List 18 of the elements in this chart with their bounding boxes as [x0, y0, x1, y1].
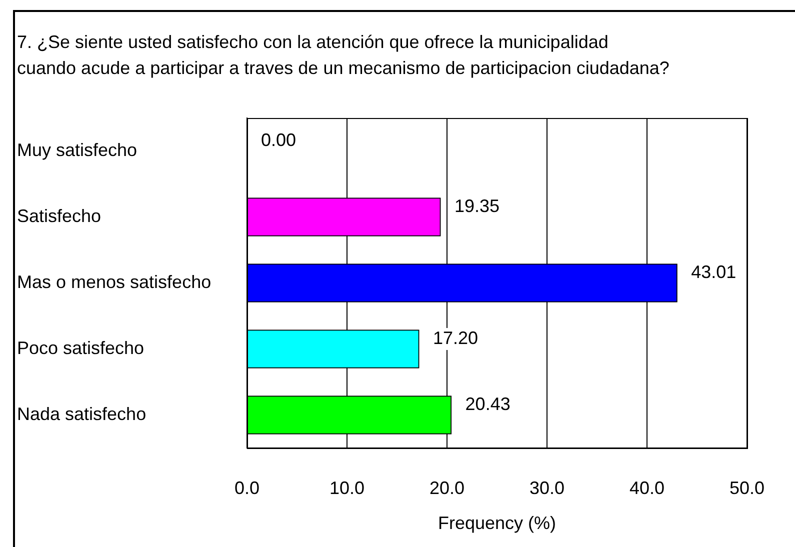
x-tick-label: 10.0 — [329, 478, 365, 498]
y-tick-label: Nada satisfecho — [17, 404, 146, 424]
data-label: 20.43 — [465, 394, 510, 414]
x-axis-title: Frequency (%) — [438, 513, 556, 534]
x-tick-label: 30.0 — [529, 478, 565, 498]
x-tick-label: 0.0 — [234, 478, 260, 498]
data-label: 17.20 — [433, 328, 478, 348]
chart-title: 7. ¿Se siente usted satisfecho con la atención que ofrece la municipalidad cuando acude a participar a traves de un mecanismo de participacion ciudadana? — [17, 31, 670, 80]
y-tick-label: Poco satisfecho — [17, 338, 144, 358]
x-tick-label: 20.0 — [429, 478, 465, 498]
data-label: 43.01 — [691, 262, 736, 282]
y-tick-label: Satisfecho — [17, 206, 102, 226]
x-tick-label: 50.0 — [729, 478, 765, 498]
data-label: 19.35 — [454, 196, 500, 216]
y-tick-label: Mas o menos satisfecho — [17, 272, 212, 292]
data-label: 0.00 — [261, 130, 296, 150]
x-tick-label: 40.0 — [629, 478, 665, 498]
y-tick-label: Muy satisfecho — [17, 140, 138, 160]
